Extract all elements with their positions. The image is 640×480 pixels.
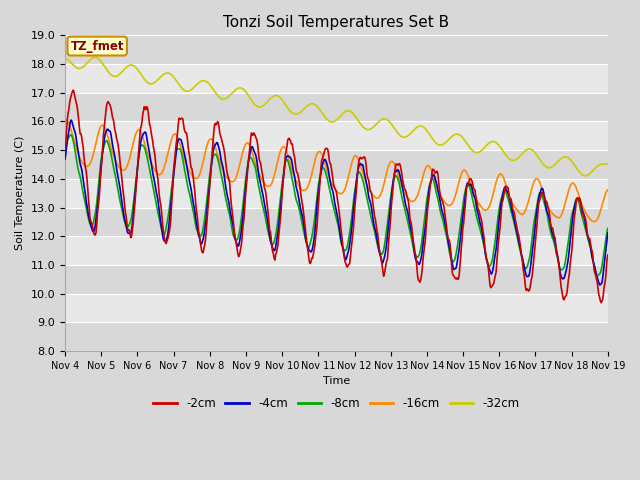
Bar	[65, 323, 608, 351]
Bar	[65, 121, 608, 150]
Bar	[65, 265, 608, 294]
Text: TZ_fmet: TZ_fmet	[70, 39, 124, 52]
X-axis label: Time: Time	[323, 376, 350, 386]
Bar	[65, 179, 608, 208]
Bar	[65, 294, 608, 323]
Bar	[65, 36, 608, 64]
Bar	[65, 150, 608, 179]
Bar	[65, 208, 608, 236]
Y-axis label: Soil Temperature (C): Soil Temperature (C)	[15, 136, 25, 251]
Bar	[65, 93, 608, 121]
Title: Tonzi Soil Temperatures Set B: Tonzi Soil Temperatures Set B	[223, 15, 449, 30]
Bar	[65, 64, 608, 93]
Legend: -2cm, -4cm, -8cm, -16cm, -32cm: -2cm, -4cm, -8cm, -16cm, -32cm	[148, 392, 524, 415]
Bar	[65, 236, 608, 265]
